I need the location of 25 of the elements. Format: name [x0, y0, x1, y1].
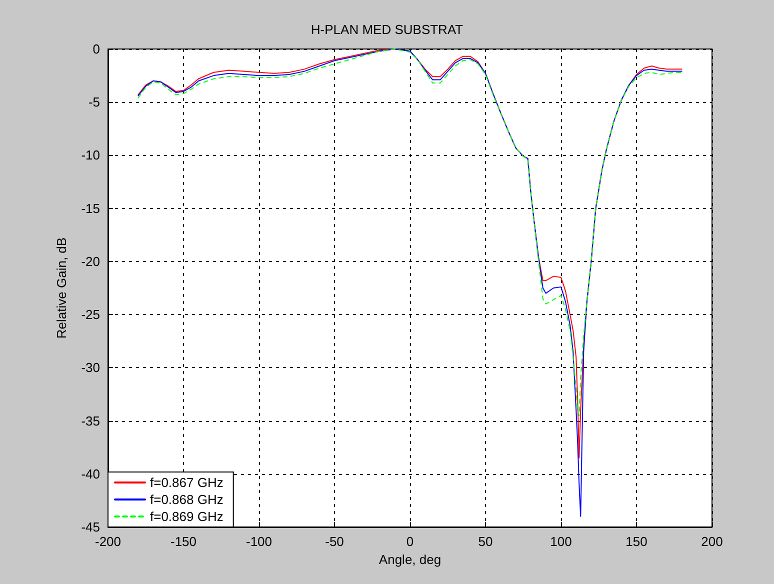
y-tick-label: -25: [81, 307, 100, 322]
x-tick-label: 50: [478, 534, 493, 549]
legend-label: f=0.869 GHz: [150, 509, 224, 524]
x-tick-label: 150: [626, 534, 648, 549]
y-tick-label: -45: [81, 520, 100, 534]
y-tick-label: -15: [81, 200, 100, 216]
x-tick-label: -200: [94, 534, 122, 549]
y-tick-label: -20: [81, 254, 100, 269]
x-tick-label: 0: [406, 534, 414, 549]
y-tick-label: -30: [81, 360, 100, 376]
y-tick-label: -5: [88, 94, 100, 110]
y-axis-title: Relative Gain, dB: [54, 237, 69, 339]
x-tick-label: 200: [701, 534, 723, 549]
chart-title: H-PLAN MED SUBSTRAT: [310, 22, 464, 37]
x-tick-label: 100: [550, 534, 572, 549]
y-tick-label: 0: [92, 42, 100, 56]
x-tick-label: -50: [325, 534, 344, 549]
y-tick-label: -35: [81, 413, 100, 428]
legend-label: f=0.867 GHz: [150, 475, 224, 490]
y-tick-label: -40: [81, 466, 100, 482]
x-tick-label: -100: [246, 534, 272, 549]
x-tick-label: -150: [170, 534, 197, 549]
x-axis-title: Angle, deg: [378, 552, 442, 567]
legend-label: f=0.868 GHz: [150, 492, 224, 507]
y-tick-label: -10: [81, 148, 100, 163]
